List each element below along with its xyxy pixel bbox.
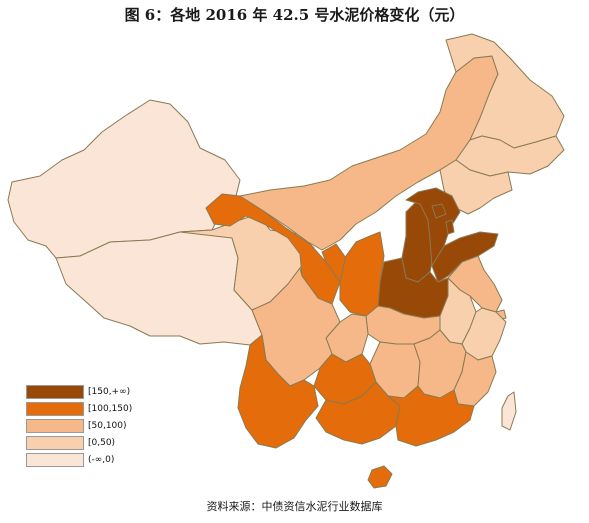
province-shaanxi	[339, 231, 385, 317]
map-title: 图 6：各地 2016 年 42.5 号水泥价格变化（元）	[124, 6, 465, 24]
legend-label: [0,50)	[88, 437, 116, 448]
province-taiwan	[501, 391, 517, 431]
legend-item: [100,150)	[26, 400, 146, 417]
source-note: 资料来源：中债资信水泥行业数据库	[206, 500, 383, 513]
legend-swatch	[26, 418, 84, 433]
province-tianjin	[445, 219, 455, 235]
legend: [150,+∞) [100,150) [50,100) [0,50) (-∞,0…	[26, 383, 146, 468]
province-beijing	[431, 203, 447, 219]
legend-swatch	[26, 401, 84, 416]
legend-item: [150,+∞)	[26, 383, 146, 400]
legend-label: [150,+∞)	[88, 386, 131, 397]
legend-label: [100,150)	[88, 403, 133, 414]
province-shandong	[431, 231, 499, 283]
province-hainan	[367, 465, 393, 489]
province-yunnan	[237, 334, 319, 449]
legend-label: [50,100)	[88, 420, 127, 431]
legend-item: [50,100)	[26, 417, 146, 434]
legend-item: (-∞,0)	[26, 451, 146, 468]
legend-swatch	[26, 384, 84, 399]
province-hebei	[405, 187, 461, 267]
province-guangdong	[387, 385, 475, 447]
legend-swatch	[26, 435, 84, 450]
province-inner-mongolia	[239, 55, 499, 251]
legend-swatch	[26, 452, 84, 467]
legend-label: (-∞,0)	[88, 454, 115, 465]
legend-item: [0,50)	[26, 434, 146, 451]
